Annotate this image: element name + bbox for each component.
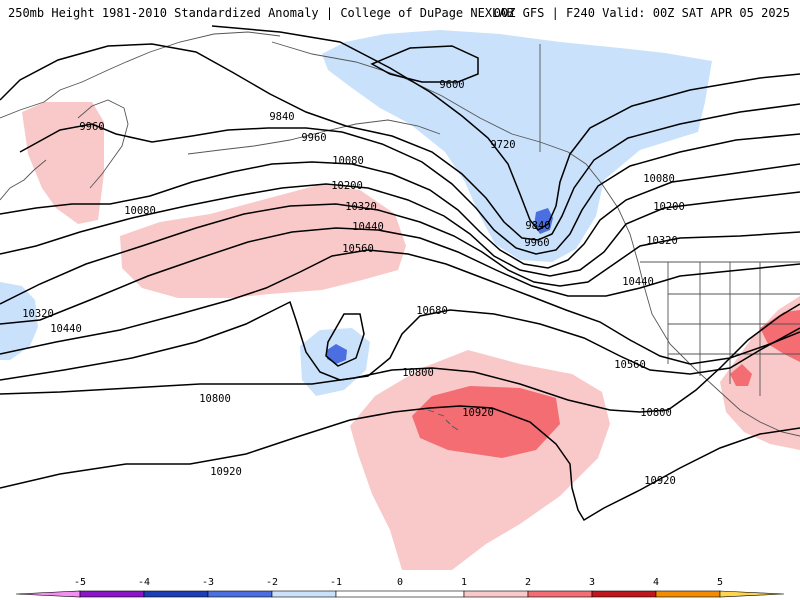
contour-label-10080-a: 10080 [124,205,156,217]
contour-10320 [0,203,800,305]
legend-swatch-neg-4 [79,590,145,598]
legend-tick-label: -1 [330,577,342,588]
contour-label-9720-a: 9720 [490,139,515,151]
contour-10200 [0,183,800,277]
contour-label-10920-c: 10920 [644,475,676,487]
legend-color-bar [15,590,785,598]
contour-label-10320-c: 10320 [646,235,678,247]
us-state-lines [667,262,800,396]
contour-label-10440-c: 10440 [622,276,654,288]
contour-label-10560-a: 10560 [342,243,374,255]
legend-swatch-pos-3 [591,590,657,598]
coastline-layer [0,31,800,437]
legend-tick-label: 2 [525,577,531,588]
positive-anomaly-core [730,364,752,386]
legend-swatch-pos-4 [655,590,721,598]
legend-tick-label: 0 [397,577,403,588]
weather-map: 9600 9720 9840 9840 9960 9960 9960 10080… [0,24,800,576]
contour-10800 [0,303,800,413]
contour-9600 [370,45,479,83]
contour-10560 [0,249,800,365]
contour-label-9840-a: 9840 [269,111,294,123]
contour-10680-closed [325,313,365,367]
legend-tick-label: -5 [74,577,86,588]
contour-9960 [19,123,800,255]
legend-swatch-neg-1 [271,590,337,598]
contour-label-9840-b: 9840 [525,220,550,232]
contour-label-10440-a: 10440 [50,323,82,335]
contour-10080 [0,161,800,269]
positive-anomaly-area [22,102,104,224]
legend-tick-label: -2 [266,577,278,588]
legend-tick-label: -4 [138,577,150,588]
contour-label-9960-a: 9960 [79,121,104,133]
legend-swatch-neg-3 [143,590,209,598]
header-bar: 250mb Height 1981-2010 Standardized Anom… [0,0,800,24]
contour-label-10440-b: 10440 [352,221,384,233]
aleutian-chain [187,119,441,155]
contour-label-9960-c: 9960 [524,237,549,249]
contour-label-10800-a: 10800 [199,393,231,405]
contour-label-10320-b: 10320 [345,201,377,213]
contour-label-10080-b: 10080 [332,155,364,167]
contour-label-10560-b: 10560 [614,359,646,371]
contour-10680 [0,300,800,381]
contour-9720 [211,25,800,231]
legend-tick-label: -3 [202,577,214,588]
hawaii-islands [427,409,459,431]
contour-label-10680-a: 10680 [416,305,448,317]
contour-label-layer: 9600 9720 9840 9840 9960 9960 9960 10080… [22,79,685,487]
contour-9840 [0,43,800,241]
negative-anomaly-core [327,344,347,364]
legend-tick-label: 4 [653,577,659,588]
legend-tick-label: 1 [461,577,467,588]
contour-label-10800-c: 10800 [640,407,672,419]
anomaly-shading-layer [0,30,800,570]
contour-label-9600-a: 9600 [439,79,464,91]
legend-tick-label: 3 [589,577,595,588]
contour-label-10800-b: 10800 [402,367,434,379]
kamchatka-coastline [77,99,129,189]
legend-swatch-pos-2 [527,590,593,598]
contour-label-10200-a: 10200 [331,180,363,192]
anomaly-legend: -5 -4 -3 -2 -1 0 1 2 3 4 5 [0,576,800,600]
legend-swatch-neg-2 [207,590,273,598]
contour-label-10320-a: 10320 [22,308,54,320]
asia-coastline [0,31,281,119]
legend-tick-labels: -5 -4 -3 -2 -1 0 1 2 3 4 5 [74,577,723,588]
positive-anomaly-core [412,386,560,458]
negative-anomaly-area [322,30,712,262]
negative-anomaly-area [0,282,38,360]
legend-swatch-pos-1 [463,590,529,598]
contour-label-10080-c: 10080 [643,173,675,185]
contour-label-10920-a: 10920 [210,466,242,478]
japan-coastline [0,159,47,201]
legend-tick-label: 5 [717,577,723,588]
contour-label-9960-b: 9960 [301,132,326,144]
contour-label-10200-b: 10200 [653,201,685,213]
alaska-coastline [271,41,800,437]
negative-anomaly-core [534,208,553,234]
legend-swatch-pos-5 [719,590,785,598]
legend-swatch-zero [335,590,465,598]
height-contours [0,25,800,522]
chart-title-left: 250mb Height 1981-2010 Standardized Anom… [8,6,514,20]
legend-swatch-neg-5 [15,590,81,598]
contour-10920 [0,405,800,522]
contour-label-10920-b: 10920 [462,407,494,419]
chart-title-right: 00Z GFS | F240 Valid: 00Z SAT APR 05 202… [493,6,790,20]
contour-10440 [0,227,800,325]
positive-anomaly-area [120,184,406,298]
